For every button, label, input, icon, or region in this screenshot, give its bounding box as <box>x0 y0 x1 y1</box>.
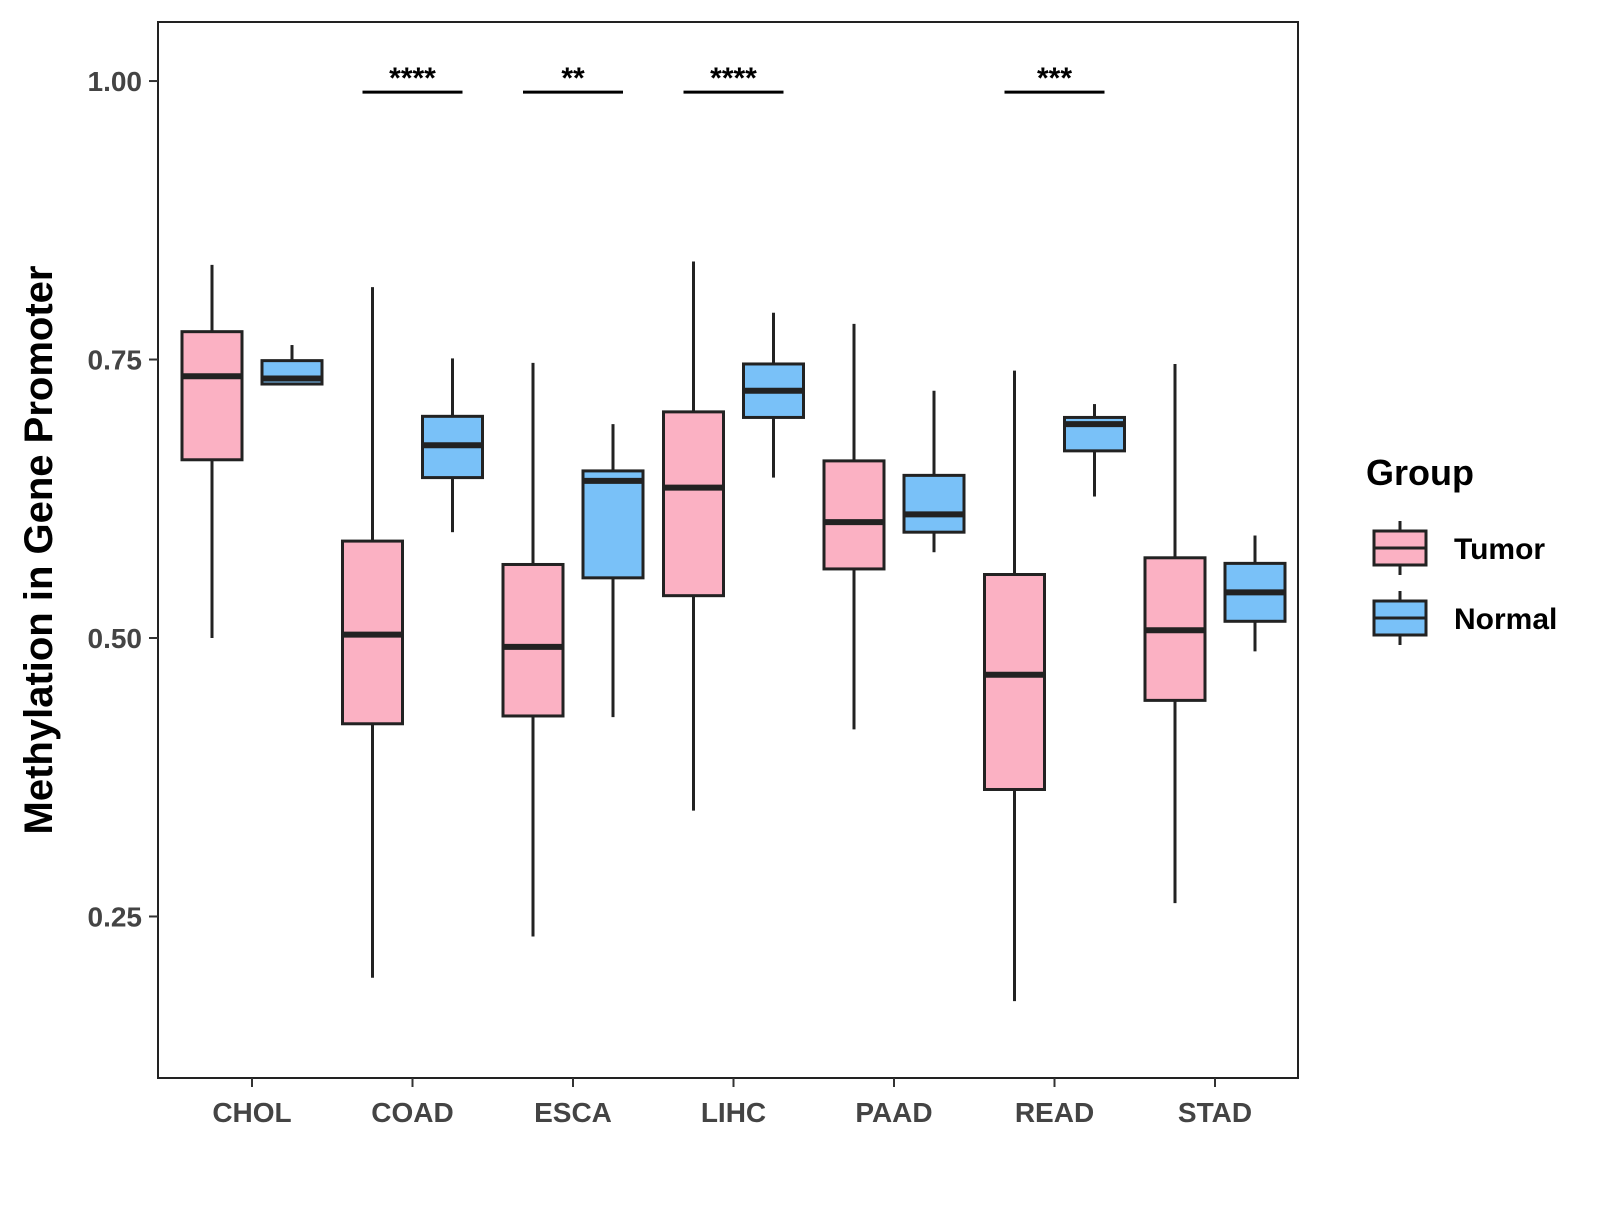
legend-title: Group <box>1366 452 1474 493</box>
x-tick-label: PAAD <box>855 1097 932 1128</box>
box-normal-paad <box>902 390 966 553</box>
box-normal-read <box>1063 404 1126 497</box>
box-iqr <box>902 473 966 534</box>
plot-panel <box>157 21 1299 1079</box>
box-iqr <box>501 562 565 718</box>
x-tick-label: COAD <box>371 1097 453 1128</box>
x-tick-label: READ <box>1015 1097 1094 1128</box>
box-normal-esca <box>581 424 645 718</box>
y-tick-label: 0.75 <box>88 345 143 376</box>
x-tick-label: STAD <box>1178 1097 1252 1128</box>
significance-label: ** <box>561 62 585 95</box>
x-tick-label: ESCA <box>534 1097 612 1128</box>
y-tick-label: 1.00 <box>88 66 143 97</box>
significance-label: **** <box>710 62 757 95</box>
significance-label: *** <box>1037 62 1072 95</box>
x-axis: CHOL COAD ESCA LIHC PAAD READ STAD <box>212 1078 1252 1128</box>
box-iqr <box>662 410 725 598</box>
box-tumor-stad <box>1143 363 1207 904</box>
box-iqr <box>822 459 886 571</box>
significance-label: **** <box>389 62 436 95</box>
box-iqr <box>581 469 645 580</box>
box-tumor-chol <box>180 264 244 638</box>
box-iqr <box>180 330 244 462</box>
significance-annotations: **** ** **** *** <box>362 62 1105 95</box>
legend-label: Normal <box>1454 603 1557 636</box>
box-iqr <box>983 573 1046 791</box>
box-tumor-paad <box>822 323 886 730</box>
box-normal-coad <box>421 358 484 533</box>
legend: Group Tumor Normal <box>1366 452 1557 645</box>
legend-label: Tumor <box>1454 533 1545 566</box>
box-normal-chol <box>260 345 324 386</box>
x-tick-label: CHOL <box>212 1097 291 1128</box>
y-axis-title: Methylation in Gene Promoter <box>17 266 61 835</box>
box-tumor-read <box>983 370 1046 1002</box>
y-axis: 0.25 0.50 0.75 1.00 <box>88 66 158 932</box>
boxes <box>180 261 1287 1002</box>
legend-item-normal: Normal <box>1372 591 1557 645</box>
box-tumor-coad <box>341 287 404 978</box>
legend-item-tumor: Tumor <box>1372 521 1545 575</box>
x-tick-label: LIHC <box>701 1097 766 1128</box>
box-normal-stad <box>1223 535 1287 652</box>
box-tumor-esca <box>501 362 565 937</box>
y-tick-label: 0.25 <box>88 901 143 932</box>
box-normal-lihc <box>742 312 805 478</box>
box-tumor-lihc <box>662 261 725 811</box>
y-tick-label: 0.50 <box>88 623 143 654</box>
